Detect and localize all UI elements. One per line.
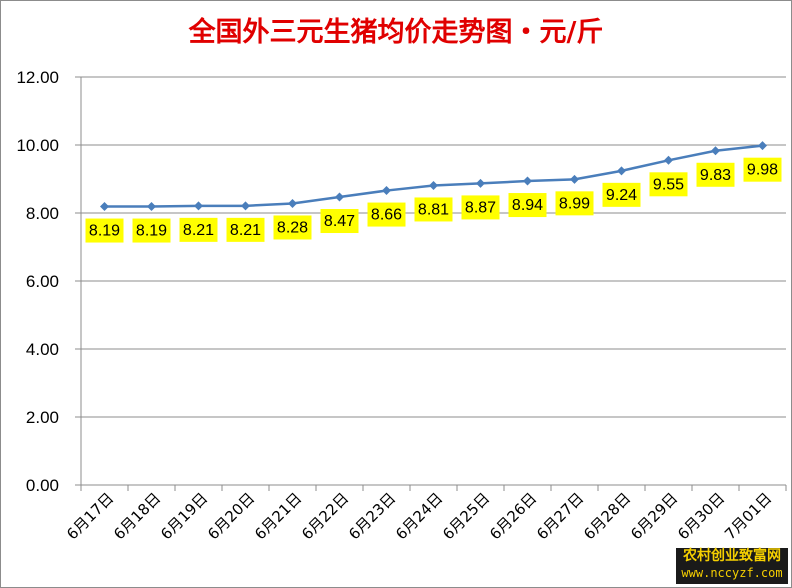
data-point bbox=[758, 141, 767, 151]
data-label-bg bbox=[226, 217, 265, 242]
data-label-bg bbox=[602, 182, 641, 207]
data-label-bg bbox=[132, 218, 171, 243]
x-tick-label: 6月28日 bbox=[580, 489, 634, 543]
data-label: 8.81 bbox=[418, 201, 449, 218]
x-tick-label: 6月26日 bbox=[486, 489, 540, 543]
x-tick-label: 6月21日 bbox=[251, 489, 305, 543]
data-label-bg bbox=[743, 157, 782, 182]
x-tick-label: 6月19日 bbox=[157, 489, 211, 543]
data-label-bg bbox=[649, 172, 688, 197]
data-label-bg bbox=[461, 195, 500, 220]
data-point bbox=[664, 155, 673, 165]
data-point bbox=[147, 202, 156, 212]
data-point bbox=[288, 198, 297, 208]
data-label-bg bbox=[414, 197, 453, 222]
data-point bbox=[570, 174, 579, 184]
x-tick-label: 6月29日 bbox=[627, 489, 681, 543]
x-tick-label: 6月20日 bbox=[204, 489, 258, 543]
data-label: 8.21 bbox=[183, 222, 214, 239]
x-tick-label: 6月27日 bbox=[533, 489, 587, 543]
x-tick-label: 6月17日 bbox=[63, 489, 117, 543]
y-tick-label: 12.00 bbox=[16, 68, 59, 87]
data-label: 9.24 bbox=[606, 187, 637, 204]
data-point bbox=[523, 176, 532, 186]
data-label-bg bbox=[273, 215, 312, 240]
data-point bbox=[335, 192, 344, 202]
data-point bbox=[194, 201, 203, 211]
data-label: 9.55 bbox=[653, 176, 684, 193]
y-tick-label: 4.00 bbox=[26, 340, 59, 359]
data-point bbox=[429, 180, 438, 190]
data-label: 8.19 bbox=[89, 223, 120, 240]
x-tick-label: 7月01日 bbox=[721, 489, 775, 543]
data-label-bg bbox=[320, 209, 359, 234]
watermark-url: www.nccyzf.com bbox=[681, 566, 783, 580]
x-tick-label: 6月18日 bbox=[110, 489, 164, 543]
data-point bbox=[241, 201, 250, 211]
data-label: 8.87 bbox=[465, 199, 496, 216]
data-point bbox=[100, 202, 109, 212]
data-label: 8.47 bbox=[324, 213, 355, 230]
data-label-bg bbox=[696, 162, 735, 187]
y-tick-label: 0.00 bbox=[26, 476, 59, 495]
x-tick-label: 6月30日 bbox=[674, 489, 728, 543]
x-tick-label: 6月23日 bbox=[345, 489, 399, 543]
x-tick-label: 6月25日 bbox=[439, 489, 493, 543]
data-label: 8.21 bbox=[230, 222, 261, 239]
data-label-bg bbox=[85, 218, 124, 243]
data-point bbox=[382, 186, 391, 196]
y-tick-label: 2.00 bbox=[26, 408, 59, 427]
data-point bbox=[476, 178, 485, 188]
x-tick-label: 6月22日 bbox=[298, 489, 352, 543]
data-label: 8.66 bbox=[371, 207, 402, 224]
y-tick-label: 10.00 bbox=[16, 136, 59, 155]
x-tick-label: 6月24日 bbox=[392, 489, 446, 543]
data-label: 8.99 bbox=[559, 195, 590, 212]
y-tick-label: 6.00 bbox=[26, 272, 59, 291]
data-label-bg bbox=[367, 202, 406, 227]
data-label: 8.28 bbox=[277, 219, 308, 236]
data-label: 9.98 bbox=[747, 162, 778, 179]
watermark-site-name: 农村创业致富网 bbox=[683, 548, 781, 564]
chart-title: 全国外三元生猪均价走势图・元/斤 bbox=[188, 17, 604, 48]
data-point bbox=[711, 146, 720, 156]
y-tick-label: 8.00 bbox=[26, 204, 59, 223]
watermark-logo: 农村创业致富网 www.nccyzf.com bbox=[676, 548, 788, 584]
data-label: 8.94 bbox=[512, 197, 543, 214]
data-label-bg bbox=[508, 193, 547, 218]
data-label-bg bbox=[179, 217, 218, 242]
data-label: 8.19 bbox=[136, 223, 167, 240]
data-label: 9.83 bbox=[700, 167, 731, 184]
data-label-bg bbox=[555, 191, 594, 216]
data-point bbox=[617, 166, 626, 176]
